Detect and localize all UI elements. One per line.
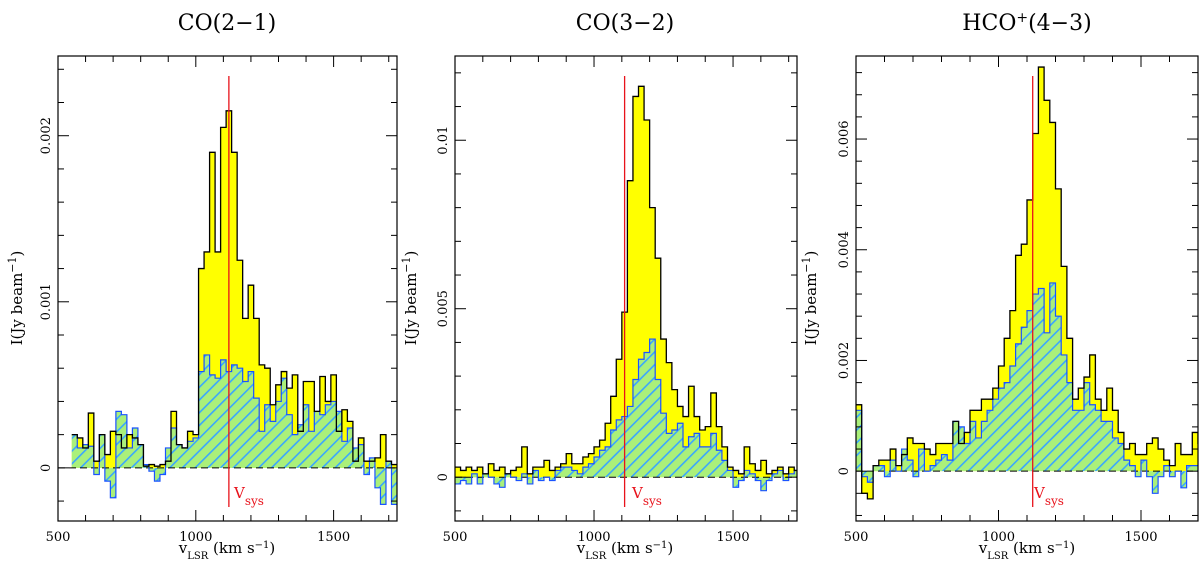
panel-title: CO(3−2): [576, 11, 674, 36]
plot-area: [455, 76, 800, 507]
y-tick-label: 0.002: [837, 342, 852, 379]
y-axis-label: I(Jy beam−1): [6, 251, 27, 346]
y-tick-label: 0.001: [39, 283, 54, 320]
x-tick-label: 1500: [317, 530, 350, 545]
y-tick-label: 0: [436, 473, 451, 481]
plot-area: [58, 76, 397, 507]
y-tick-label: 0.002: [39, 117, 54, 154]
y-axis-label: I(Jy beam−1): [800, 251, 821, 346]
y-tick-label: 0.006: [837, 120, 852, 157]
x-tick-label: 500: [844, 530, 869, 545]
y-axis-label: I(Jy beam−1): [400, 251, 421, 346]
panel-title: CO(2−1): [178, 11, 276, 36]
vsys-label: Vsys: [233, 484, 264, 508]
vsys-label: Vsys: [631, 484, 662, 508]
plot-area: [856, 67, 1200, 507]
x-tick-label: 500: [46, 530, 71, 545]
vsys-label: Vsys: [1033, 484, 1064, 508]
x-tick-label: 1500: [717, 530, 750, 545]
y-tick-label: 0.01: [436, 126, 451, 155]
x-tick-label: 500: [443, 530, 468, 545]
y-tick-label: 0.005: [436, 290, 451, 327]
component-spectrum-hatch: [72, 355, 397, 504]
x-tick-label: 1500: [1124, 530, 1157, 545]
y-tick-label: 0: [837, 467, 852, 475]
y-tick-label: 0: [39, 464, 54, 472]
y-tick-label: 0.004: [837, 231, 852, 268]
panel-title: HCO+(4−3): [962, 10, 1091, 36]
